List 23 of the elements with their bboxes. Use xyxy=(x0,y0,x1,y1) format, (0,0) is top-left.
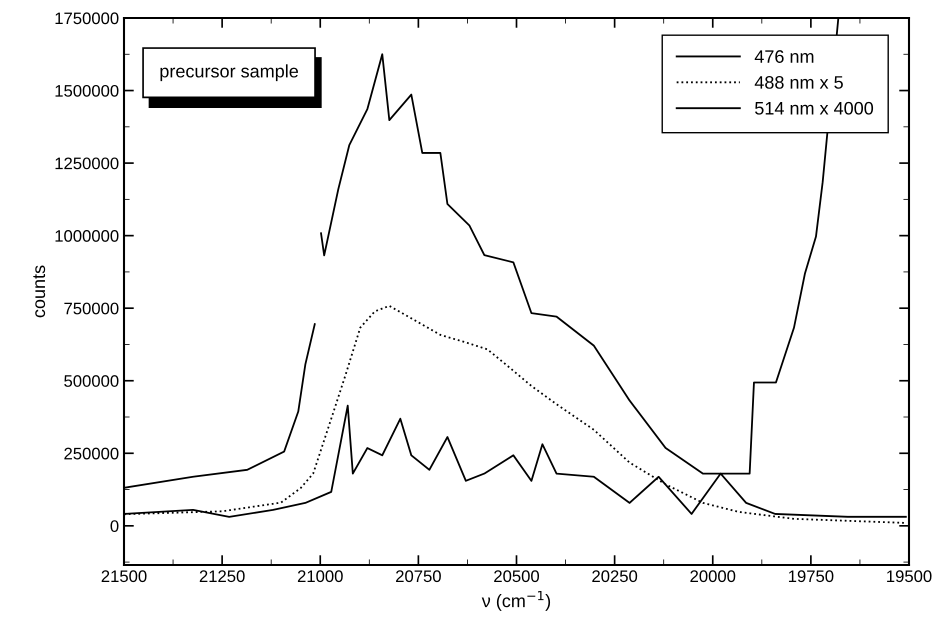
x-tick-label: 20000 xyxy=(690,570,736,582)
x-tick-label: 21250 xyxy=(200,570,245,582)
x-tick-label: 20500 xyxy=(494,570,540,582)
x-tick-label: 19750 xyxy=(788,570,834,582)
legend-label: 476 nm xyxy=(754,50,814,63)
y-tick-label: 750000 xyxy=(64,302,118,314)
y-tick-label: 250000 xyxy=(64,448,118,460)
y-tick-label: 0 xyxy=(110,520,118,532)
y-tick-label: 1250000 xyxy=(56,157,118,170)
x-tick-label: 20250 xyxy=(592,570,638,582)
x-tick-label: 20750 xyxy=(396,570,441,582)
x-axis-title: ν (cm$^{−1}$) xyxy=(482,590,550,611)
legend-label: 514 nm x 4000 xyxy=(755,102,874,115)
y-axis-title: counts xyxy=(33,266,46,318)
legend-label: 488 nm x 5 xyxy=(754,76,843,89)
x-tick-label: 21500 xyxy=(102,570,147,582)
x-tick-label: 21000 xyxy=(298,570,343,582)
y-tick-label: 500000 xyxy=(64,375,118,387)
annotation: precursor sample xyxy=(160,64,298,82)
y-tick-label: 1500000 xyxy=(56,84,118,97)
y-tick-label: 1750000 xyxy=(56,12,118,24)
y-tick-label: 1000000 xyxy=(56,230,118,242)
x-tick-label: 19500 xyxy=(887,570,932,582)
